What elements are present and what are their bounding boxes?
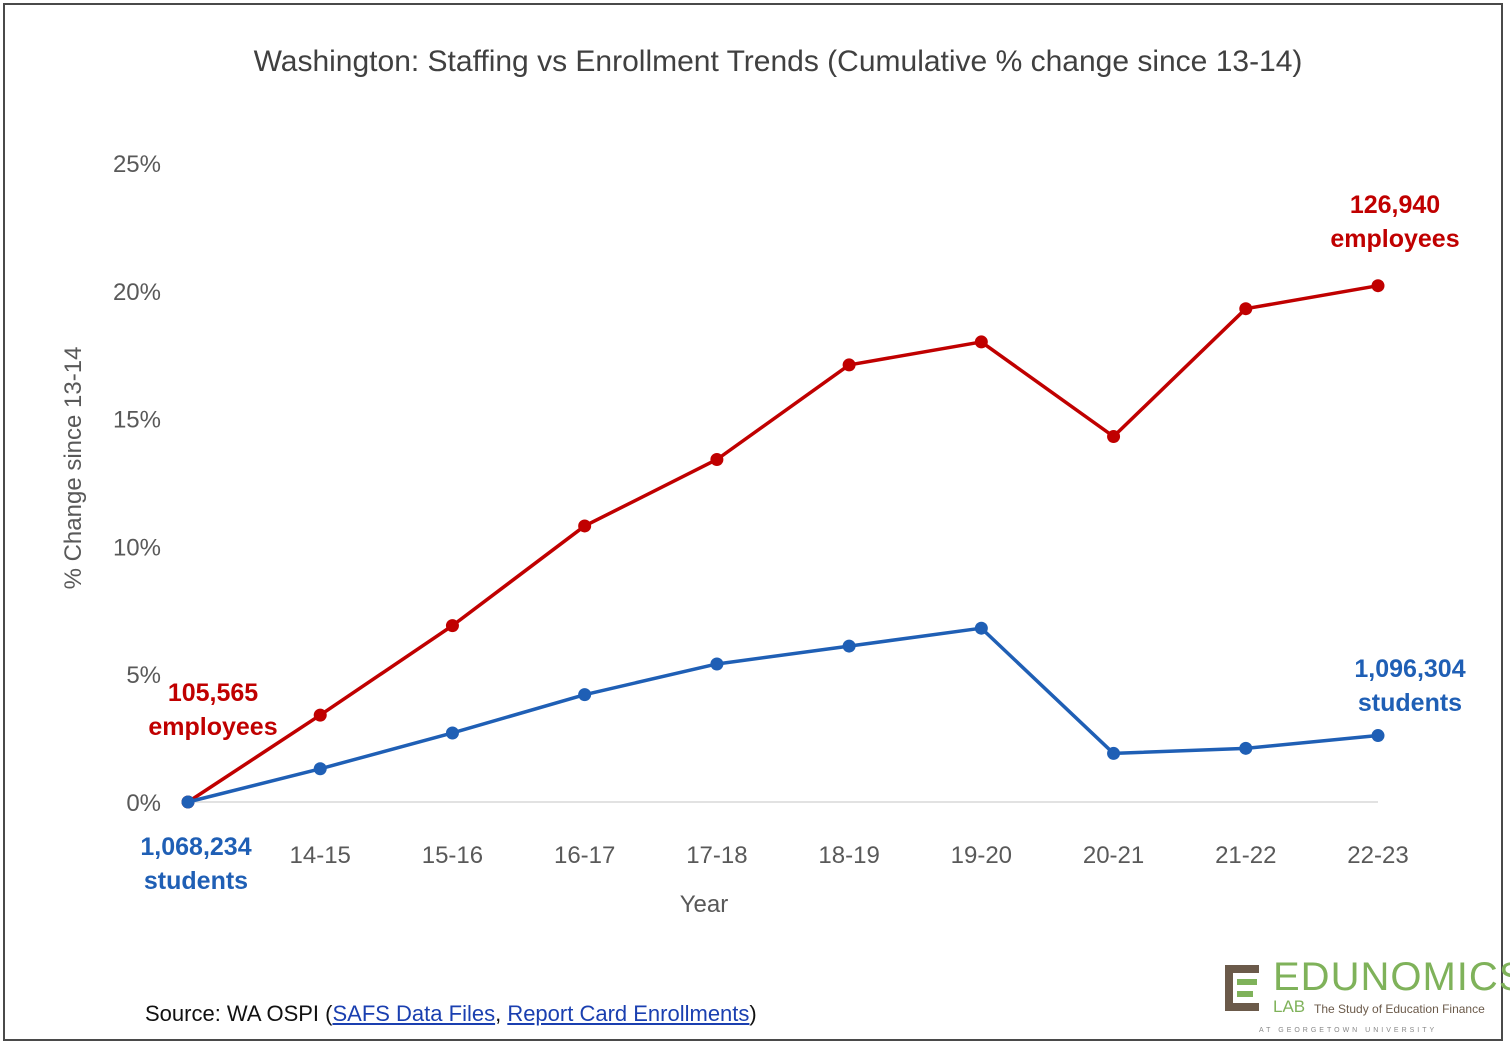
chart-title: Washington: Staffing vs Enrollment Trend… — [254, 45, 1303, 78]
x-tick-label: 17-18 — [686, 842, 747, 869]
data-point-students — [974, 621, 988, 635]
axis-layer: 0% 5% 10% 15% 20% 25% 14-15 15-16 16-17 17-18 18-1… — [113, 151, 1409, 869]
series-layer — [181, 279, 1385, 809]
annotation-students-end-count: 1,096,304 — [1354, 655, 1465, 683]
data-point-staff — [842, 358, 856, 372]
annotation-staff-start-unit: employees — [148, 713, 277, 741]
edunomics-lab-logo: EDUNOMICS LAB The Study of Education Fin… — [1219, 955, 1510, 1040]
x-tick-label: 15-16 — [422, 842, 483, 869]
x-tick-label: 19-20 — [951, 842, 1012, 869]
annotation-students-start-count: 1,068,234 — [140, 833, 251, 861]
x-tick-label: 21-22 — [1215, 842, 1276, 869]
series-line-staff — [187, 283, 1379, 804]
data-point-staff — [1371, 279, 1385, 293]
safs-data-files-link[interactable]: SAFS Data Files — [332, 1001, 496, 1026]
source-prefix: Source: WA OSPI ( — [145, 1001, 333, 1026]
line-chart: Washington: Staffing vs Enrollment Trend… — [60, 45, 1466, 918]
x-axis-title: Year — [680, 891, 729, 918]
y-tick-label: 25% — [113, 151, 161, 178]
annotation-students-start-unit: students — [144, 867, 248, 895]
data-point-students — [1239, 741, 1253, 755]
annotation-staff-end-count: 126,940 — [1350, 191, 1440, 219]
x-tick-label: 14-15 — [290, 842, 351, 869]
data-point-staff — [974, 335, 988, 349]
logo-wordmark: EDUNOMICS — [1273, 955, 1510, 999]
source-suffix: ) — [749, 1001, 757, 1026]
data-point-students — [578, 688, 592, 702]
series-students — [181, 621, 1385, 809]
y-tick-label: 5% — [126, 662, 161, 689]
y-tick-label: 15% — [113, 407, 161, 434]
data-point-students — [1371, 729, 1385, 743]
annotation-students-end-unit: students — [1358, 689, 1462, 717]
chart-frame: Washington: Staffing vs Enrollment Trend… — [3, 3, 1510, 1041]
data-point-staff — [1239, 302, 1253, 316]
source-note: Source: WA OSPI (SAFS Data Files, Report… — [145, 1001, 757, 1027]
annotation-staff-end-unit: employees — [1330, 225, 1459, 253]
data-point-students — [313, 762, 327, 776]
x-tick-label: 18-19 — [818, 842, 879, 869]
y-axis-title: % Change since 13-14 — [60, 347, 87, 590]
data-point-students — [710, 657, 724, 671]
annotation-layer: 105,565 employees 126,940 employees 1,06… — [140, 191, 1465, 895]
logo-tagline: The Study of Education Finance — [1314, 1002, 1485, 1016]
data-point-staff — [1107, 429, 1121, 443]
annotation-staff-start-count: 105,565 — [168, 679, 258, 707]
x-tick-label: 20-21 — [1083, 842, 1144, 869]
x-tick-label: 16-17 — [554, 842, 615, 869]
data-point-students — [842, 639, 856, 653]
data-point-staff — [710, 452, 724, 466]
source-separator: , — [495, 1001, 508, 1026]
y-tick-label: 10% — [113, 534, 161, 561]
series-line-students — [187, 626, 1379, 804]
logo-subtitle: AT GEORGETOWN UNIVERSITY — [1259, 1027, 1438, 1034]
report-card-enrollments-link[interactable]: Report Card Enrollments — [507, 1001, 750, 1026]
data-point-staff — [313, 708, 327, 722]
logo-lab: LAB — [1273, 997, 1306, 1016]
data-point-students — [1107, 746, 1121, 760]
data-point-staff — [578, 519, 592, 533]
series-staff — [181, 279, 1385, 809]
data-point-staff — [445, 619, 459, 633]
logo-mark-icon — [1225, 965, 1259, 1011]
data-point-students — [181, 795, 195, 809]
x-tick-label: 22-23 — [1347, 842, 1408, 869]
y-tick-label: 0% — [126, 790, 161, 817]
y-tick-label: 20% — [113, 279, 161, 306]
data-point-students — [445, 726, 459, 740]
